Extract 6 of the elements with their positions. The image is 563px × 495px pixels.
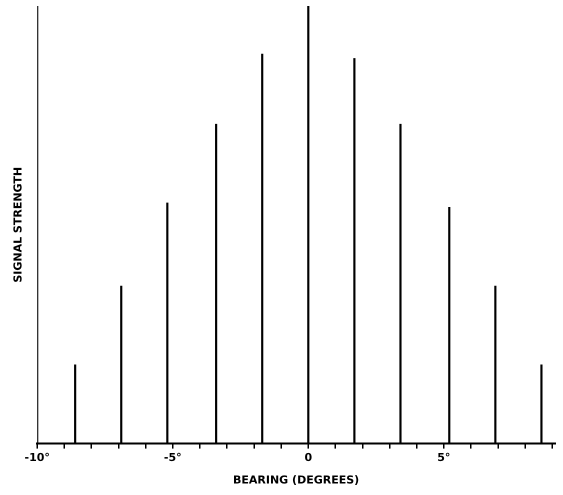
y-axis-title: SIGNAL STRENGTH — [11, 166, 24, 283]
x-tick-label: -5° — [164, 451, 182, 464]
x-axis-title: BEARING (DEGREES) — [233, 473, 360, 486]
x-tick-label: 0 — [304, 451, 312, 464]
x-tick-label: -10° — [24, 451, 50, 464]
x-tick-label: 5° — [437, 451, 450, 464]
